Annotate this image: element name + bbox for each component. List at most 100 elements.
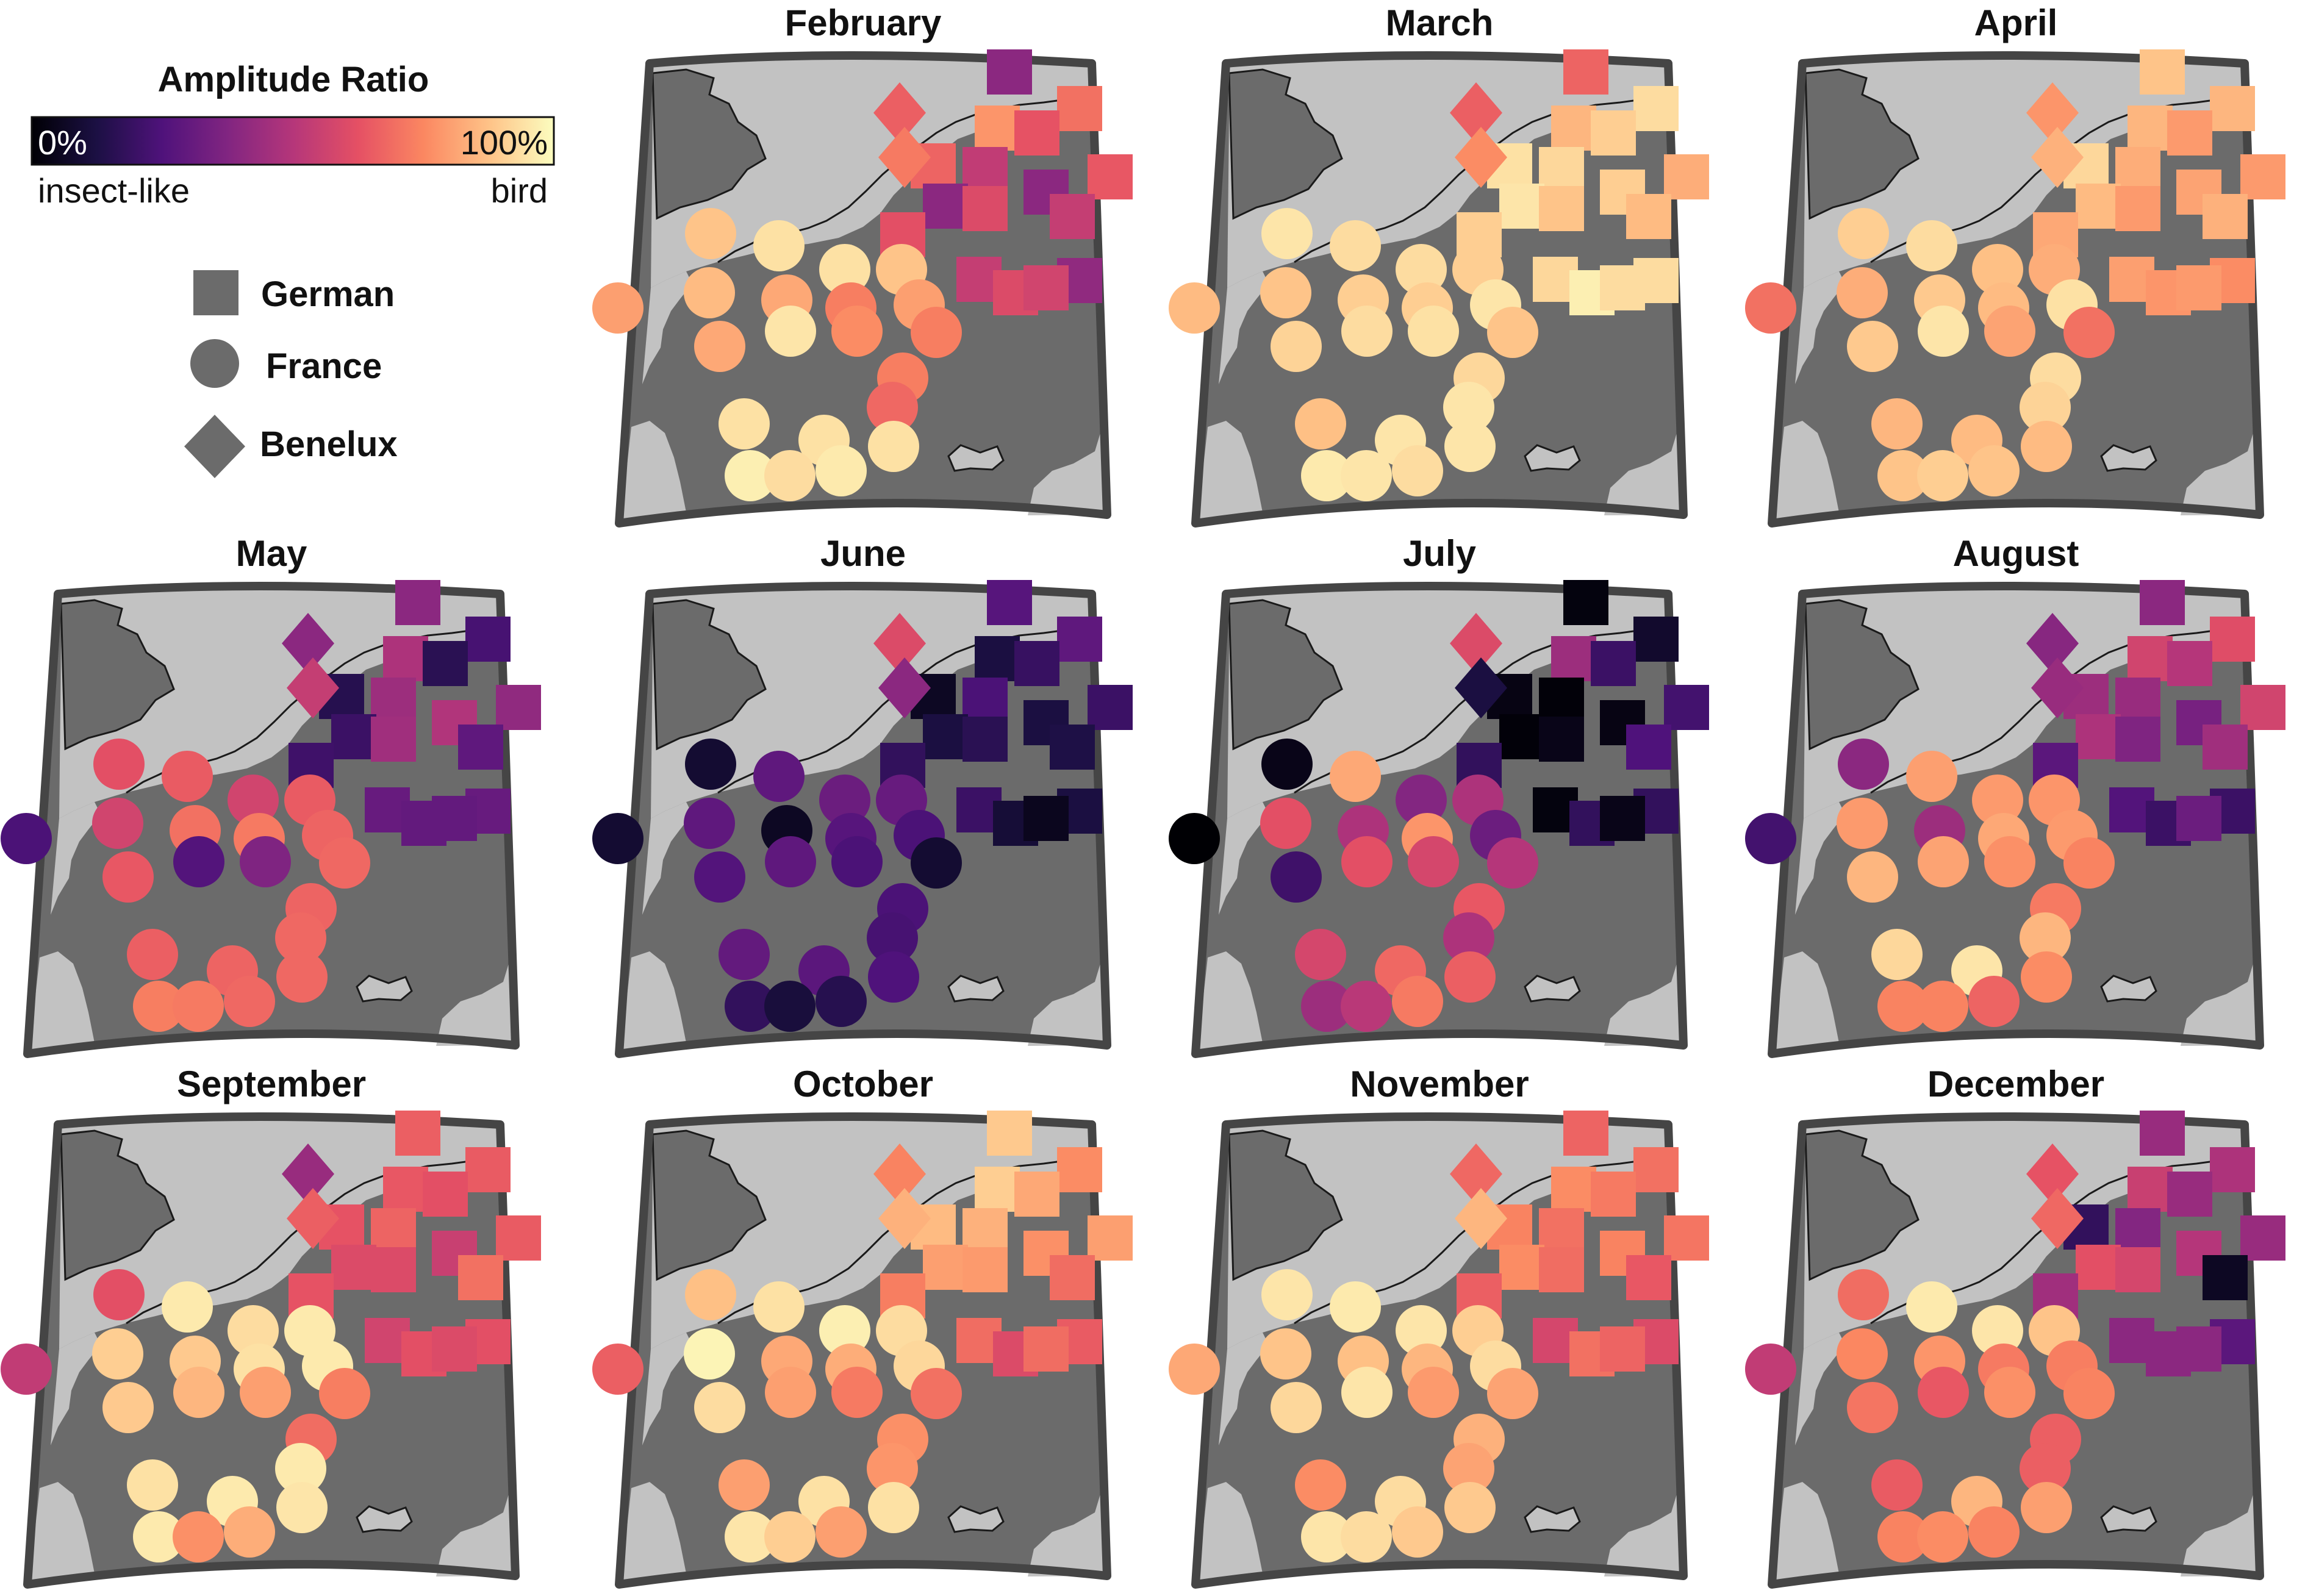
marker-german-may-15 xyxy=(432,796,477,841)
marker-france-february-5 xyxy=(684,267,735,318)
panel-title-april: April xyxy=(1974,2,2058,43)
marker-france-november-5 xyxy=(1260,1328,1311,1380)
legend-label-benelux: Benelux xyxy=(260,424,398,464)
marker-german-december-5 xyxy=(2115,1208,2160,1253)
marker-france-december-0 xyxy=(1745,1344,1796,1395)
marker-german-february-1 xyxy=(1057,86,1102,131)
map-sea-southwest xyxy=(623,421,686,520)
map-sea-southwest xyxy=(31,951,95,1050)
marker-german-september-3 xyxy=(423,1172,468,1217)
marker-france-september-14 xyxy=(275,1443,326,1494)
marker-german-october-15 xyxy=(1023,1326,1069,1372)
marker-german-november-3 xyxy=(1591,1172,1636,1217)
marker-france-april-0 xyxy=(1745,282,1796,334)
marker-france-august-18 xyxy=(1877,981,1929,1032)
marker-france-october-18 xyxy=(725,1511,776,1562)
marker-german-september-5 xyxy=(371,1208,416,1253)
panel-june: June xyxy=(592,533,1133,1058)
map-britain xyxy=(1228,68,1343,220)
marker-benelux-february-1 xyxy=(878,127,931,188)
marker-german-november-8 xyxy=(1499,1245,1544,1290)
legend-label-france: France xyxy=(266,346,382,386)
map-sea-southeast xyxy=(436,957,515,1046)
marker-german-february-15 xyxy=(1023,265,1069,310)
panel-title-august: August xyxy=(1953,533,2079,574)
marker-france-december-10 xyxy=(1918,1367,1969,1418)
marker-german-august-6 xyxy=(2240,685,2285,730)
marker-german-september-0 xyxy=(395,1111,440,1156)
marker-german-may-6 xyxy=(496,685,541,730)
marker-german-march-9 xyxy=(1539,186,1584,231)
map-frame xyxy=(23,582,520,1058)
marker-france-april-5 xyxy=(1837,267,1888,318)
colorbar-min-label: 0% xyxy=(38,123,87,162)
marker-benelux-march-0 xyxy=(1450,82,1502,143)
marker-german-july-3 xyxy=(1591,641,1636,686)
marker-france-may-19 xyxy=(173,981,224,1032)
marker-german-april-8 xyxy=(2076,184,2121,229)
marker-france-october-10 xyxy=(765,1367,816,1418)
marker-france-june-3 xyxy=(819,775,870,826)
map-sea-southeast xyxy=(1028,427,1107,515)
marker-german-october-5 xyxy=(963,1208,1008,1253)
map-sea-west xyxy=(642,1333,692,1445)
marker-german-february-8 xyxy=(923,184,968,229)
marker-france-november-18 xyxy=(1301,1511,1352,1562)
marker-benelux-april-0 xyxy=(2026,82,2079,143)
marker-france-july-1 xyxy=(1261,739,1313,790)
marker-france-february-0 xyxy=(592,282,643,334)
marker-benelux-march-1 xyxy=(1455,127,1507,188)
marker-france-december-12 xyxy=(2063,1368,2115,1419)
marker-france-march-17 xyxy=(1444,421,1496,472)
panel-title-december: December xyxy=(1927,1064,2104,1104)
marker-france-december-18 xyxy=(1877,1511,1929,1562)
marker-german-august-0 xyxy=(2140,580,2185,625)
map-britain xyxy=(1804,1129,1920,1281)
marker-german-june-2 xyxy=(975,636,1020,681)
marker-france-november-17 xyxy=(1444,1482,1496,1533)
marker-france-november-11 xyxy=(1408,1367,1459,1418)
marker-benelux-april-1 xyxy=(2031,127,2084,188)
marker-france-july-12 xyxy=(1487,837,1538,889)
marker-german-december-0 xyxy=(2140,1111,2185,1156)
map-sea-southeast xyxy=(1604,427,1683,515)
marker-france-september-1 xyxy=(93,1269,145,1320)
marker-france-july-0 xyxy=(1169,813,1220,864)
marker-france-may-12 xyxy=(319,837,370,889)
map-sea-southwest xyxy=(1776,1482,1839,1581)
marker-france-march-12 xyxy=(1487,307,1538,358)
map-sea-southeast xyxy=(1028,957,1107,1046)
marker-france-october-15 xyxy=(719,1459,770,1511)
legend-square-icon xyxy=(193,270,238,315)
marker-france-october-12 xyxy=(911,1368,962,1419)
marker-france-april-17 xyxy=(2021,421,2072,472)
marker-france-april-18 xyxy=(1877,450,1929,501)
map-lake xyxy=(947,444,1005,472)
marker-france-october-20 xyxy=(816,1506,867,1558)
marker-france-november-10 xyxy=(1341,1367,1393,1418)
marker-german-november-9 xyxy=(1539,1247,1584,1292)
marker-france-march-10 xyxy=(1341,306,1393,357)
marker-france-september-20 xyxy=(224,1506,275,1558)
marker-france-may-5 xyxy=(92,798,143,849)
marker-france-april-10 xyxy=(1918,306,1969,357)
marker-german-march-10 xyxy=(1626,194,1671,239)
panel-title-october: October xyxy=(793,1064,933,1104)
map-lake xyxy=(1524,1505,1581,1533)
marker-german-june-6 xyxy=(1088,685,1133,730)
marker-benelux-may-1 xyxy=(287,657,339,718)
marker-german-august-3 xyxy=(2167,641,2212,686)
marker-france-april-14 xyxy=(2020,382,2071,433)
map-britain xyxy=(651,1129,767,1281)
marker-france-february-19 xyxy=(764,450,816,501)
marker-france-october-5 xyxy=(684,1328,735,1380)
marker-france-may-20 xyxy=(224,976,275,1027)
marker-france-december-1 xyxy=(1838,1269,1889,1320)
map-sea-west xyxy=(1795,1333,1845,1445)
marker-german-november-10 xyxy=(1626,1255,1671,1300)
map-frame xyxy=(615,582,1111,1058)
marker-france-august-19 xyxy=(1917,981,1968,1032)
legend-circle-icon xyxy=(190,339,239,388)
marker-german-september-6 xyxy=(496,1215,541,1261)
marker-german-april-6 xyxy=(2240,154,2285,199)
